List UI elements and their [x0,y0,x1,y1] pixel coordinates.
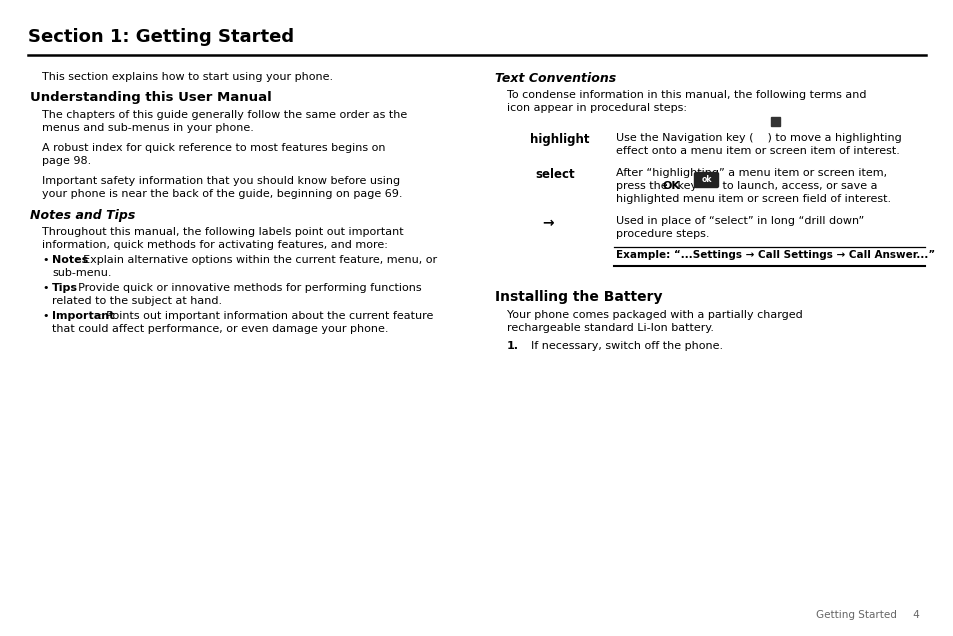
Text: Getting Started     4: Getting Started 4 [816,610,919,620]
Text: Section 1: Getting Started: Section 1: Getting Started [28,28,294,46]
Text: Example: “...Settings → Call Settings → Call Answer...”: Example: “...Settings → Call Settings → … [616,250,934,260]
Text: rechargeable standard Li-Ion battery.: rechargeable standard Li-Ion battery. [506,323,713,333]
Text: : Explain alternative options within the current feature, menu, or: : Explain alternative options within the… [76,255,436,265]
Text: OK: OK [662,181,680,191]
Text: Your phone comes packaged with a partially charged: Your phone comes packaged with a partial… [506,310,801,320]
Text: Understanding this User Manual: Understanding this User Manual [30,91,272,104]
Text: icon appear in procedural steps:: icon appear in procedural steps: [506,103,686,113]
Text: •: • [42,283,49,293]
Text: A robust index for quick reference to most features begins on: A robust index for quick reference to mo… [42,143,385,153]
Text: your phone is near the back of the guide, beginning on page 69.: your phone is near the back of the guide… [42,189,402,199]
Text: The chapters of this guide generally follow the same order as the: The chapters of this guide generally fol… [42,110,407,120]
Text: Used in place of “select” in long “drill down”: Used in place of “select” in long “drill… [616,216,863,226]
Text: To condense information in this manual, the following terms and: To condense information in this manual, … [506,90,865,100]
Text: that could affect performance, or even damage your phone.: that could affect performance, or even d… [52,324,388,334]
Text: Throughout this manual, the following labels point out important: Throughout this manual, the following la… [42,227,403,237]
Text: Use the Navigation key (    ) to move a highlighting: Use the Navigation key ( ) to move a hig… [616,133,901,143]
Text: Tips: Tips [52,283,78,293]
Text: Text Conventions: Text Conventions [495,72,616,85]
Text: highlight: highlight [530,133,589,146]
Text: effect onto a menu item or screen item of interest.: effect onto a menu item or screen item o… [616,146,899,156]
Text: select: select [535,168,574,181]
Text: Notes and Tips: Notes and Tips [30,209,135,222]
FancyBboxPatch shape [694,172,718,188]
Text: information, quick methods for activating features, and more:: information, quick methods for activatin… [42,240,388,250]
Text: After “highlighting” a menu item or screen item,: After “highlighting” a menu item or scre… [616,168,886,178]
Text: •: • [42,255,49,265]
Text: If necessary, switch off the phone.: If necessary, switch off the phone. [531,341,722,351]
Text: : Provide quick or innovative methods for performing functions: : Provide quick or innovative methods fo… [71,283,421,293]
Text: press the: press the [616,181,670,191]
Text: Important safety information that you should know before using: Important safety information that you sh… [42,176,399,186]
Text: menus and sub-menus in your phone.: menus and sub-menus in your phone. [42,123,253,133]
Text: Installing the Battery: Installing the Battery [495,290,661,304]
Text: to launch, access, or save a: to launch, access, or save a [719,181,877,191]
Text: procedure steps.: procedure steps. [616,229,709,239]
Text: : Points out important information about the current feature: : Points out important information about… [99,311,433,321]
Text: This section explains how to start using your phone.: This section explains how to start using… [42,72,333,82]
Text: page 98.: page 98. [42,156,91,166]
FancyBboxPatch shape [770,117,780,126]
Text: Important: Important [52,311,114,321]
Text: highlighted menu item or screen field of interest.: highlighted menu item or screen field of… [616,194,890,204]
Text: Notes: Notes [52,255,89,265]
Text: →: → [541,216,553,230]
Text: ok: ok [700,176,711,184]
Text: 1.: 1. [506,341,518,351]
Text: •: • [42,311,49,321]
Text: related to the subject at hand.: related to the subject at hand. [52,296,222,306]
Text: key: key [673,181,700,191]
Text: sub-menu.: sub-menu. [52,268,112,278]
